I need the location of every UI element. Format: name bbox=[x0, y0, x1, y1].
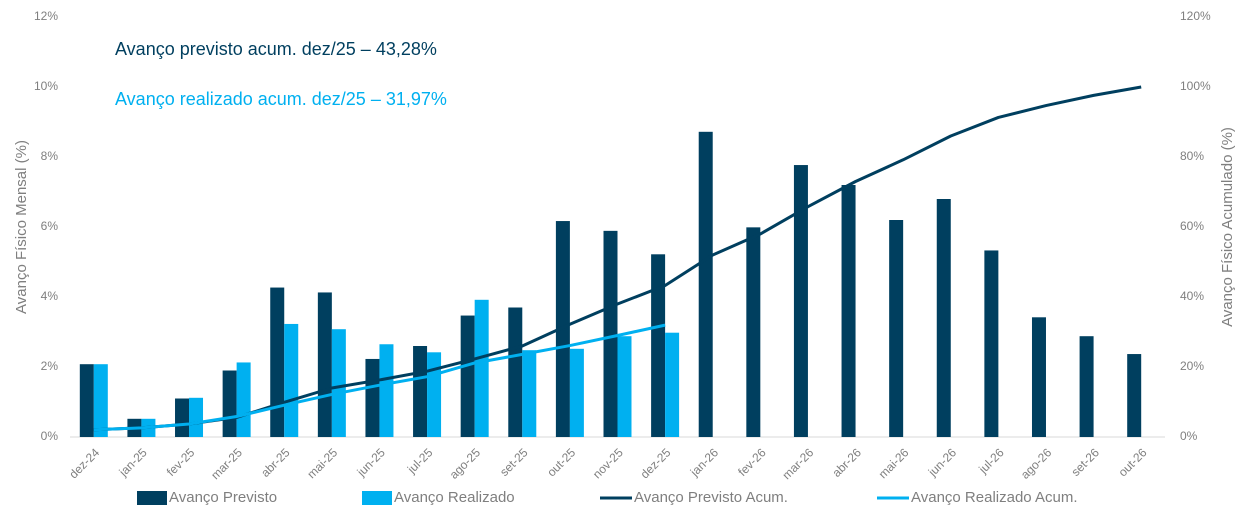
y-tick-label: 10% bbox=[34, 79, 58, 93]
x-tick-label: mar-26 bbox=[780, 445, 817, 482]
bar bbox=[379, 344, 394, 437]
x-tick-label: jul-26 bbox=[975, 445, 1007, 477]
y-tick-label: 8% bbox=[41, 149, 59, 163]
x-tick-label: out-26 bbox=[1116, 445, 1150, 479]
legend-label: Avanço Realizado Acum. bbox=[911, 489, 1078, 506]
bar bbox=[331, 329, 346, 437]
bar bbox=[1079, 336, 1094, 437]
bar bbox=[936, 199, 951, 437]
bar bbox=[1127, 354, 1142, 437]
bar bbox=[270, 287, 285, 437]
y2-tick-label: 0% bbox=[1180, 429, 1198, 443]
legend-label: Avanço Previsto Acum. bbox=[634, 489, 788, 506]
x-tick-label: mar-25 bbox=[208, 445, 245, 482]
bar bbox=[603, 230, 618, 437]
y-tick-label: 0% bbox=[41, 429, 59, 443]
legend-swatch bbox=[137, 491, 167, 505]
y2-tick-label: 100% bbox=[1180, 79, 1211, 93]
x-tick-label: fev-25 bbox=[164, 445, 198, 479]
x-tick-label: mai-25 bbox=[304, 445, 340, 481]
x-tick-label: jul-25 bbox=[404, 445, 436, 477]
x-tick-label: dez-25 bbox=[638, 445, 674, 481]
bar bbox=[665, 332, 680, 437]
bar bbox=[427, 352, 442, 437]
x-tick-label: abr-26 bbox=[829, 445, 864, 480]
y-tick-label: 2% bbox=[41, 359, 59, 373]
legend-label: Avanço Previsto bbox=[169, 489, 277, 506]
bar bbox=[841, 185, 856, 437]
legend-swatch bbox=[362, 491, 392, 505]
x-tick-label: nov-25 bbox=[590, 445, 626, 481]
x-tick-label: fev-26 bbox=[735, 445, 769, 479]
x-tick-label: jan-25 bbox=[116, 445, 150, 479]
line bbox=[93, 323, 666, 432]
x-tick-label: set-25 bbox=[497, 445, 531, 479]
y-axis-title: Avanço Físico Mensal (%) bbox=[13, 140, 30, 314]
bar bbox=[1031, 317, 1046, 437]
bar bbox=[617, 336, 632, 437]
bar bbox=[569, 348, 584, 437]
y2-tick-label: 120% bbox=[1180, 9, 1211, 23]
bar bbox=[189, 397, 204, 437]
bar bbox=[413, 346, 428, 437]
y-tick-label: 6% bbox=[41, 219, 59, 233]
x-tick-label: set-26 bbox=[1068, 445, 1102, 479]
bar bbox=[651, 254, 666, 437]
bar bbox=[284, 323, 299, 437]
annotation: Avanço realizado acum. dez/25 – 31,97% bbox=[115, 89, 447, 109]
x-tick-label: ago-25 bbox=[447, 445, 484, 482]
x-tick-label: jun-26 bbox=[925, 445, 959, 479]
bar bbox=[746, 227, 761, 437]
y2-tick-label: 80% bbox=[1180, 149, 1204, 163]
bar bbox=[474, 299, 489, 437]
bar bbox=[365, 358, 380, 437]
y2-tick-label: 20% bbox=[1180, 359, 1204, 373]
bar bbox=[236, 362, 251, 437]
annotation: Avanço previsto acum. dez/25 – 43,28% bbox=[115, 39, 437, 59]
x-tick-label: mai-26 bbox=[876, 445, 912, 481]
y2-tick-label: 40% bbox=[1180, 289, 1204, 303]
y-tick-label: 4% bbox=[41, 289, 59, 303]
x-tick-label: dez-24 bbox=[66, 445, 102, 481]
y2-tick-label: 60% bbox=[1180, 219, 1204, 233]
bar bbox=[317, 292, 332, 437]
y2-axis-title: Avanço Físico Acumulado (%) bbox=[1219, 127, 1236, 327]
x-tick-label: abr-25 bbox=[258, 445, 293, 480]
bar bbox=[522, 350, 537, 437]
bar bbox=[889, 220, 904, 437]
x-tick-label: out-25 bbox=[544, 445, 578, 479]
bar bbox=[508, 307, 523, 437]
x-tick-label: jun-25 bbox=[354, 445, 388, 479]
x-tick-label: ago-26 bbox=[1018, 445, 1055, 482]
bar bbox=[698, 131, 713, 438]
bar bbox=[175, 398, 190, 437]
x-tick-label: jan-26 bbox=[687, 445, 721, 479]
bar bbox=[460, 315, 475, 437]
bar bbox=[984, 250, 999, 437]
bar bbox=[793, 165, 808, 438]
bar bbox=[93, 364, 108, 437]
y-tick-label: 12% bbox=[34, 9, 58, 23]
bar bbox=[79, 364, 94, 437]
bar bbox=[222, 370, 237, 437]
legend-label: Avanço Realizado bbox=[394, 489, 515, 506]
line bbox=[93, 85, 1142, 432]
